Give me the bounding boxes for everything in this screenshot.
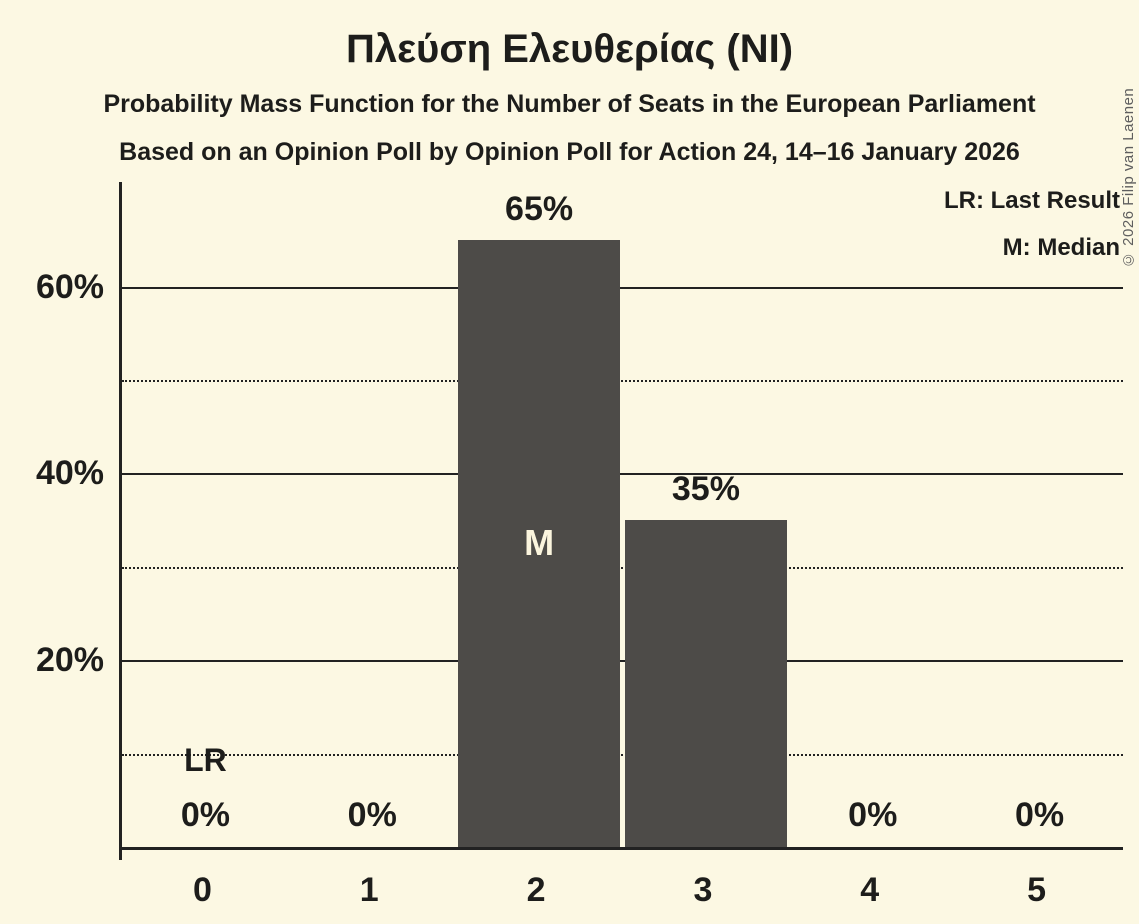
median-marker: M bbox=[524, 522, 555, 564]
legend-median: M: Median bbox=[1002, 234, 1120, 261]
plot-area: 0% 0% 65% 35% 0% 0% LR M bbox=[119, 182, 1123, 860]
gridline-solid-20pct bbox=[122, 660, 1123, 663]
x-tick-seat-0: 0 bbox=[192, 871, 212, 909]
bar-value-label-seat-0: 0% bbox=[180, 796, 230, 834]
chart-subtitle: Probability Mass Function for the Number… bbox=[103, 90, 1036, 118]
chart-source-line: Based on an Opinion Poll by Opinion Poll… bbox=[119, 138, 1020, 166]
bar-value-label-seat-1: 0% bbox=[347, 796, 397, 834]
y-tick-40%: 40% bbox=[35, 454, 104, 493]
bar-value-label-seat-3: 35% bbox=[671, 470, 740, 509]
y-tick-20%: 20% bbox=[35, 641, 104, 680]
gridline-solid-60pct bbox=[122, 286, 1123, 289]
bar-seat-3 bbox=[624, 520, 788, 847]
gridline-dotted-10pct bbox=[122, 753, 1123, 756]
x-tick-seat-5: 5 bbox=[1027, 871, 1047, 909]
gridline-dotted-30pct bbox=[122, 566, 1123, 569]
y-axis-stub bbox=[119, 850, 122, 860]
x-tick-seat-4: 4 bbox=[860, 871, 880, 909]
last-result-marker: LR bbox=[184, 742, 227, 778]
bar-value-label-seat-5: 0% bbox=[1015, 796, 1065, 834]
x-tick-seat-1: 1 bbox=[359, 871, 379, 909]
bar-seat-2 bbox=[457, 239, 621, 847]
chart-title: Πλεύση Ελευθερίας (NI) bbox=[345, 27, 794, 71]
y-tick-60%: 60% bbox=[35, 267, 104, 306]
bar-value-label-seat-4: 0% bbox=[848, 796, 898, 834]
x-tick-seat-2: 2 bbox=[526, 871, 546, 909]
legend-last-result: LR: Last Result bbox=[943, 187, 1120, 214]
x-tick-seat-3: 3 bbox=[693, 871, 713, 909]
gridline-dotted-50pct bbox=[122, 380, 1123, 382]
bar-value-label-seat-2: 65% bbox=[505, 189, 574, 228]
gridline-solid-40pct bbox=[122, 473, 1123, 476]
